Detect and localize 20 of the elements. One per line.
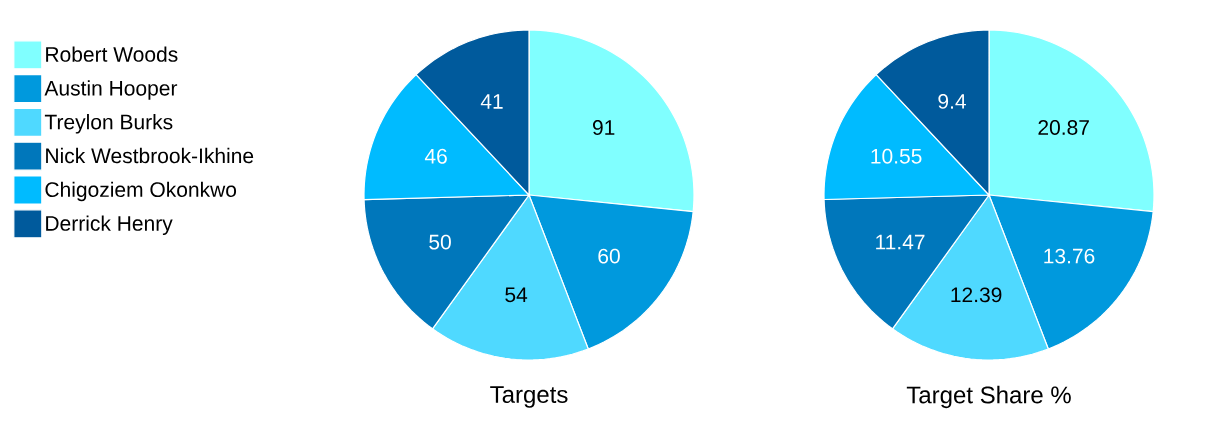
data-label: 91 (592, 120, 615, 135)
data-label: 11.47 (876, 234, 925, 250)
data-label: 20.87 (1038, 120, 1089, 135)
legend-label: Nick Westbrook-Ikhine (46, 147, 254, 164)
legend-label: Austin Hooper (44, 80, 178, 100)
data-label: 60 (598, 248, 620, 264)
legend-label: Treylon Burks (44, 114, 173, 134)
legend-label: Robert Woods (46, 46, 178, 62)
data-label: 12.39 (951, 287, 1002, 303)
legend-label: Derrick Henry (46, 215, 173, 235)
data-label: 13.76 (1044, 248, 1095, 264)
data-label: 54 (505, 287, 528, 303)
data-label: 46 (424, 148, 447, 164)
text: Targets (490, 386, 568, 408)
data-label: 41 (480, 94, 503, 109)
data-label: 10.55 (871, 148, 922, 164)
legend-label: Chigoziem Okonkwo (45, 181, 237, 202)
data-label: 9.4 (938, 93, 966, 109)
data-label: 50 (429, 234, 451, 250)
text: Target Share % (906, 385, 1071, 409)
